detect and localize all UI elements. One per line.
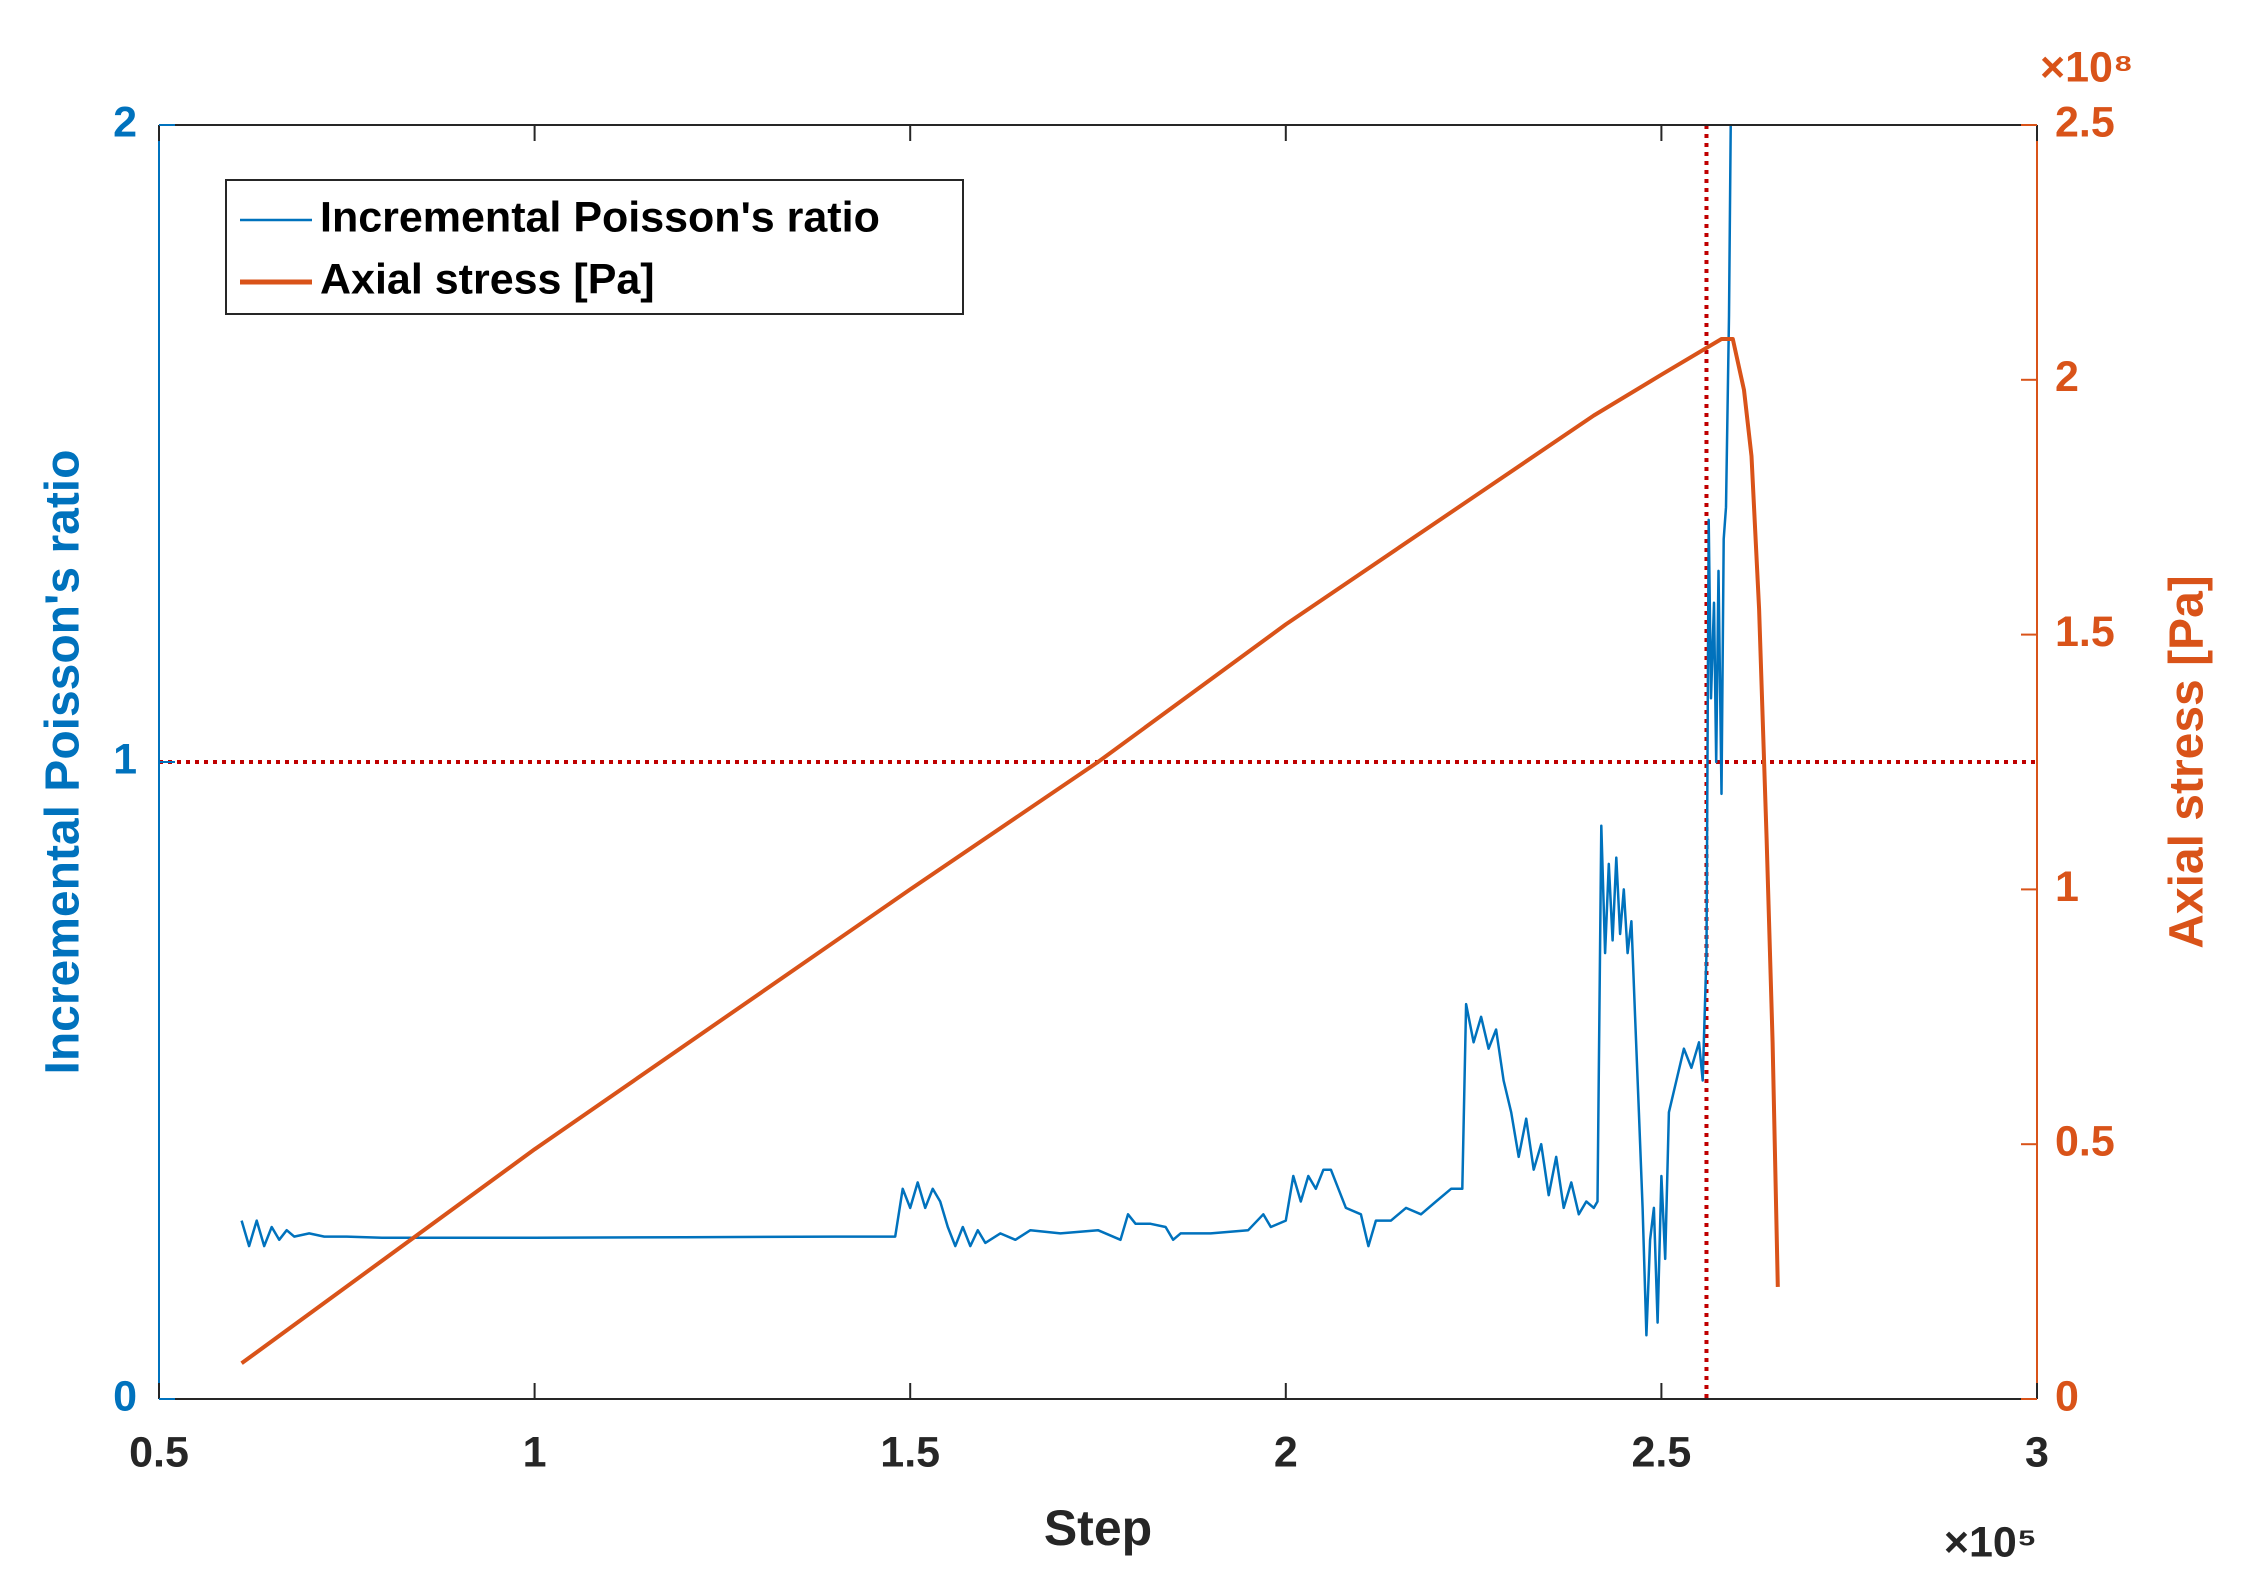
legend-label: Axial stress [Pa] bbox=[320, 255, 655, 303]
legend-label: Incremental Poisson's ratio bbox=[320, 193, 880, 241]
y-tick-label: 0 bbox=[113, 1372, 137, 1420]
x-exponent: ×10⁵ bbox=[1944, 1518, 2037, 1566]
y2-exponent: ×10⁸ bbox=[2040, 43, 2133, 91]
x-tick-label: 1.5 bbox=[880, 1428, 940, 1476]
y-axis-label: Incremental Poisson's ratio bbox=[37, 450, 90, 1075]
x-tick-label: 0.5 bbox=[129, 1428, 189, 1476]
x-tick-label: 2 bbox=[1274, 1428, 1298, 1476]
y2-tick-label: 0.5 bbox=[2055, 1118, 2115, 1166]
x-tick-label: 2.5 bbox=[1632, 1428, 1692, 1476]
x-tick-label: 3 bbox=[2025, 1428, 2049, 1476]
plot-area bbox=[240, 125, 1780, 1365]
y2-tick-label: 1 bbox=[2055, 863, 2079, 911]
y-tick-label: 2 bbox=[113, 98, 137, 146]
y2-tick-label: 0 bbox=[2055, 1372, 2079, 1420]
y2-axis-label: Axial stress [Pa] bbox=[2161, 575, 2214, 949]
y2-tick-label: 2 bbox=[2055, 353, 2079, 401]
x-axis-label: Step bbox=[1044, 1500, 1152, 1556]
y2-tick-label: 2.5 bbox=[2055, 98, 2115, 146]
series-line bbox=[240, 125, 1732, 1337]
y-tick-label: 1 bbox=[113, 735, 137, 783]
x-tick-label: 1 bbox=[523, 1428, 547, 1476]
series-line bbox=[240, 337, 1780, 1365]
y2-tick-label: 1.5 bbox=[2055, 608, 2115, 656]
legend-box bbox=[225, 179, 964, 315]
